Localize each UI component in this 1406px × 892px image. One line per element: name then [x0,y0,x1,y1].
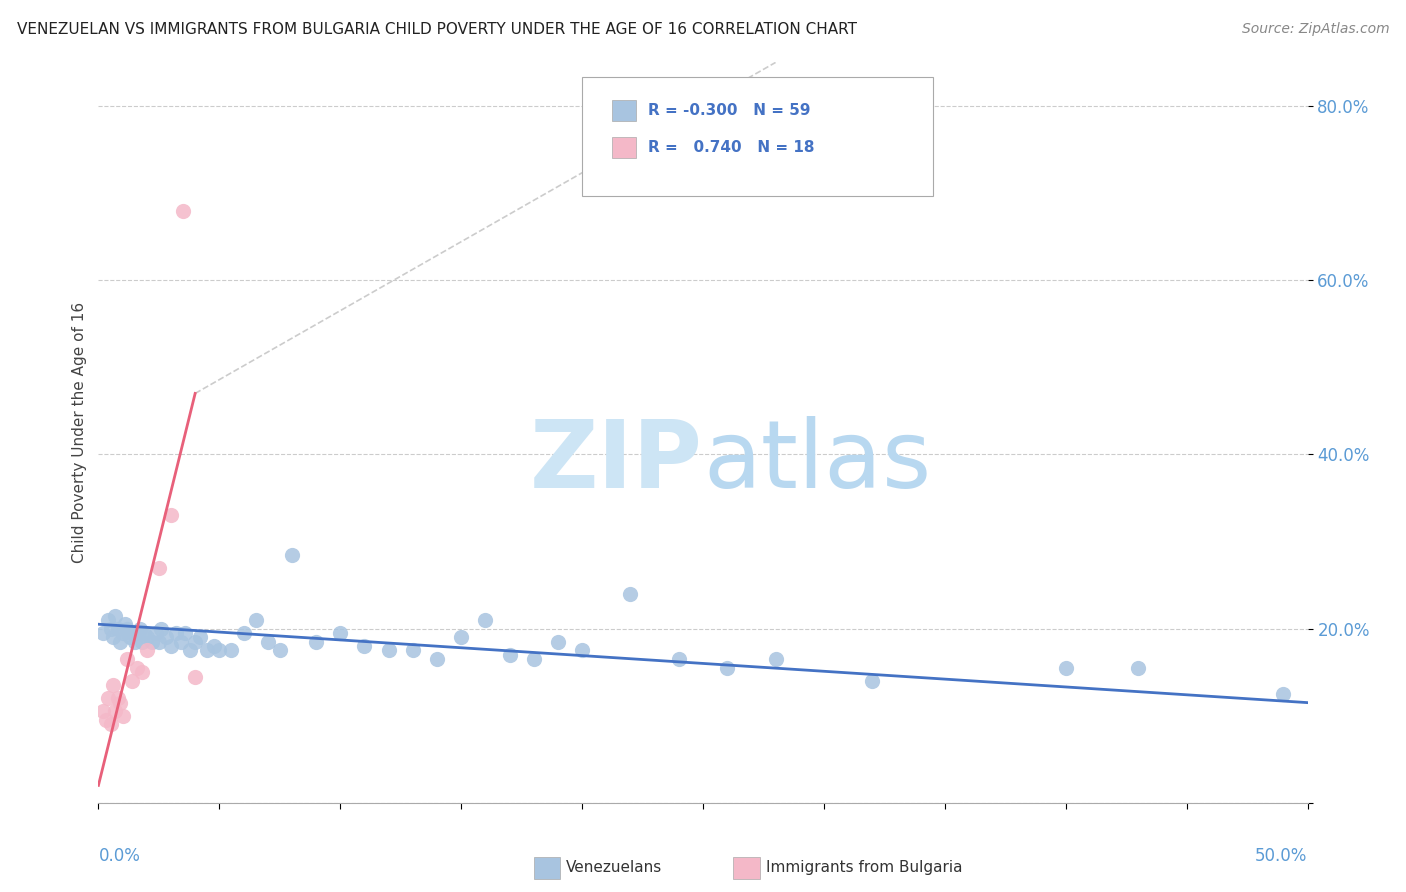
Point [127,661,149,675]
Point [179,643,201,657]
Point [141,634,163,648]
Point [145,626,167,640]
Point [117,622,139,636]
Point [221,643,243,657]
Point [547,634,569,648]
Point [281,548,304,562]
Point [131,665,153,680]
Point [91,704,114,718]
Point [124,634,146,648]
Text: VENEZUELAN VS IMMIGRANTS FROM BULGARIA CHILD POVERTY UNDER THE AGE OF 16 CORRELA: VENEZUELAN VS IMMIGRANTS FROM BULGARIA C… [17,22,856,37]
Point [174,626,197,640]
Point [148,560,170,574]
Point [121,673,143,688]
Point [256,634,278,648]
Text: R = -0.300   N = 59: R = -0.300 N = 59 [648,103,811,118]
Point [118,630,141,644]
Point [111,626,134,640]
Point [128,622,150,636]
Point [108,634,131,648]
Point [269,643,291,657]
FancyBboxPatch shape [613,137,636,158]
Point [104,608,127,623]
Point [135,630,157,644]
Point [523,652,546,666]
Point [716,661,738,675]
Point [353,639,375,653]
Point [94,713,117,727]
FancyBboxPatch shape [582,78,932,195]
Point [104,704,127,718]
Point [1128,661,1150,675]
Point [1272,687,1295,701]
Y-axis label: Child Poverty Under the Age of 16: Child Poverty Under the Age of 16 [72,302,87,563]
Point [204,639,226,653]
Point [305,634,328,648]
Point [184,634,207,648]
Point [107,622,129,636]
Point [121,626,143,640]
Text: Source: ZipAtlas.com: Source: ZipAtlas.com [1241,22,1389,37]
Point [100,717,122,731]
Text: Venezuelans: Venezuelans [567,861,662,875]
Point [111,708,134,723]
Point [107,691,129,706]
Point [184,669,207,683]
Point [860,673,883,688]
Point [668,652,690,666]
Point [169,634,191,648]
Point [172,203,194,218]
Point [498,648,520,662]
Point [208,643,231,657]
Point [426,652,449,666]
FancyBboxPatch shape [734,857,759,879]
Point [150,622,173,636]
Point [160,639,183,653]
Text: Immigrants from Bulgaria: Immigrants from Bulgaria [766,861,962,875]
Point [188,630,211,644]
Point [114,617,136,632]
Point [195,643,218,657]
Point [97,691,120,706]
Point [131,634,153,648]
Text: atlas: atlas [703,417,931,508]
Point [91,626,114,640]
Point [571,643,593,657]
FancyBboxPatch shape [613,100,636,121]
Point [135,643,157,657]
Point [148,634,170,648]
Point [117,652,139,666]
Point [100,622,122,636]
Text: 0.0%: 0.0% [98,847,141,865]
Point [97,613,120,627]
Point [127,626,149,640]
Point [765,652,787,666]
Text: 50.0%: 50.0% [1256,847,1308,865]
Point [155,630,177,644]
FancyBboxPatch shape [534,857,561,879]
Point [402,643,425,657]
Point [101,630,124,644]
Point [1054,661,1077,675]
Text: ZIP: ZIP [530,417,703,508]
Point [134,626,156,640]
Point [245,613,267,627]
Point [101,678,124,692]
Point [108,696,131,710]
Point [329,626,352,640]
Point [619,587,641,601]
Point [377,643,399,657]
Point [232,626,254,640]
Text: R =   0.740   N = 18: R = 0.740 N = 18 [648,140,814,155]
Point [474,613,496,627]
Point [450,630,472,644]
Point [160,508,183,523]
Point [165,626,187,640]
